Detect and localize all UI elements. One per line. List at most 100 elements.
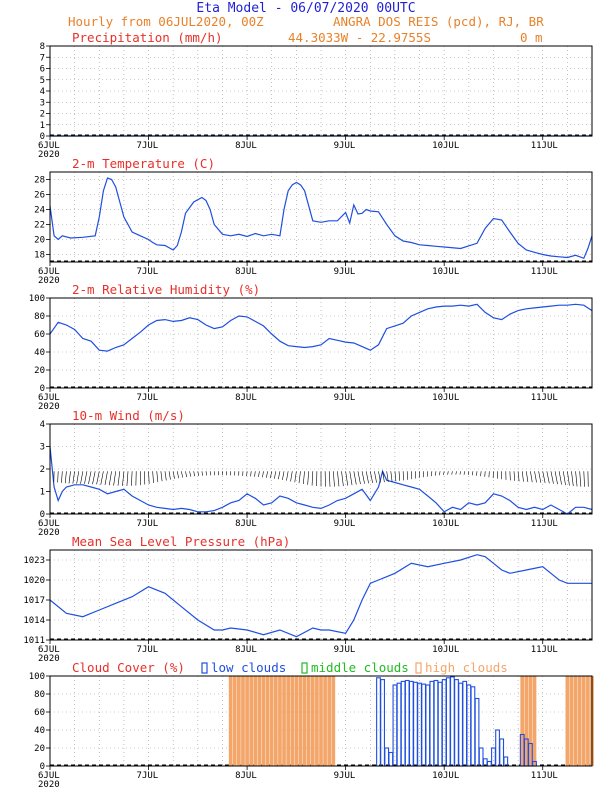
wind-arrow xyxy=(459,471,461,475)
panel-title: Precipitation (mm/h) xyxy=(72,30,223,45)
wind-arrow xyxy=(530,471,533,483)
y-tick-label: 4 xyxy=(40,87,45,97)
wind-arrow xyxy=(435,471,437,476)
wind-arrow xyxy=(290,471,293,482)
y-tick-label: 80 xyxy=(34,690,45,700)
wind-arrow xyxy=(378,471,381,483)
wind-arrow xyxy=(311,471,314,486)
y-tick-label: 24 xyxy=(34,206,45,216)
y-tick-label: 3 xyxy=(40,98,45,108)
high-cloud-bar xyxy=(241,676,245,766)
high-cloud-bar xyxy=(278,676,282,766)
x-year-label: 2020 xyxy=(38,276,60,286)
x-tick-label: 11JUL xyxy=(531,519,558,529)
low-cloud-bar xyxy=(413,681,418,767)
y-tick-label: 1023 xyxy=(23,556,45,566)
series-line xyxy=(49,177,593,260)
low-cloud-bar xyxy=(499,738,505,767)
x-tick-label: 6JUL xyxy=(38,141,60,151)
high-cloud-bar xyxy=(265,676,270,766)
wind-arrow xyxy=(328,471,331,487)
legend-label: middle clouds xyxy=(311,660,409,675)
x-tick-label: 7JUL xyxy=(137,645,159,655)
high-cloud-bar xyxy=(310,676,315,766)
y-tick-label: 0 xyxy=(40,384,45,394)
low-cloud-bar xyxy=(384,747,390,767)
wind-arrow xyxy=(274,471,277,479)
wind-arrow xyxy=(68,471,71,484)
wind-arrow xyxy=(307,471,309,485)
wind-arrow xyxy=(467,471,470,476)
high-cloud-bar xyxy=(261,676,266,766)
wind-arrow xyxy=(426,471,429,477)
wind-arrow xyxy=(64,471,67,484)
wind-arrow xyxy=(76,471,80,484)
low-cloud-bar xyxy=(433,679,439,767)
low-cloud-bar xyxy=(454,679,459,767)
high-cloud-bar xyxy=(290,676,295,766)
high-cloud-bar xyxy=(273,676,278,766)
high-cloud-bar xyxy=(581,676,586,766)
high-cloud-bar xyxy=(565,676,570,766)
wind-arrow xyxy=(480,471,482,477)
x-tick-label: 7JUL xyxy=(137,393,159,403)
wind-arrow xyxy=(345,471,349,486)
station-name: ANGRA DOS REIS (pcd), RJ, BR xyxy=(333,14,544,29)
wind-arrow xyxy=(201,471,203,476)
wind-arrow xyxy=(278,471,281,480)
high-cloud-bar xyxy=(331,676,336,766)
low-cloud-bar xyxy=(404,679,410,767)
wind-arrow xyxy=(382,471,385,483)
high-cloud-bar xyxy=(237,676,241,766)
wind-arrow xyxy=(160,471,163,482)
wind-arrow xyxy=(92,471,96,485)
high-cloud-bar xyxy=(315,676,319,766)
y-tick-label: 40 xyxy=(34,348,45,358)
x-tick-label: 8JUL xyxy=(235,771,257,781)
wind-arrow xyxy=(258,471,260,478)
wind-arrow xyxy=(430,471,433,477)
high-cloud-bar xyxy=(257,676,262,766)
wind-arrow xyxy=(84,471,88,484)
wind-arrow xyxy=(517,471,520,482)
low-cloud-bar xyxy=(474,697,480,767)
panel-title: Cloud Cover (%) xyxy=(72,660,185,675)
wind-arrow xyxy=(108,471,112,486)
y-tick-label: 1020 xyxy=(23,576,45,586)
wind-arrow xyxy=(96,471,100,485)
wind-arrow xyxy=(172,471,175,479)
x-tick-label: 11JUL xyxy=(531,771,558,781)
y-tick-label: 18 xyxy=(34,251,45,261)
legend: low clouds middle clouds high clouds xyxy=(201,660,508,675)
wind-arrow xyxy=(538,471,542,483)
low-cloud-bar xyxy=(388,751,394,767)
wind-arrow xyxy=(550,471,554,484)
panel-title: Mean Sea Level Pressure (hPa) xyxy=(72,534,290,549)
high-cloud-bar xyxy=(302,676,307,766)
x-tick-label: 11JUL xyxy=(531,141,558,151)
wind-arrow xyxy=(189,471,191,477)
x-tick-label: 8JUL xyxy=(235,519,257,529)
x-tick-label: 11JUL xyxy=(531,393,558,403)
x-tick-label: 7JUL xyxy=(137,267,159,277)
wind-arrow xyxy=(390,471,393,482)
high-cloud-bar xyxy=(306,676,311,766)
y-tick-label: 1011 xyxy=(23,636,45,646)
low-cloud-bar xyxy=(425,684,431,767)
station-coordinates: 44.3033W - 22.9755S xyxy=(288,30,431,45)
y-tick-label: 2 xyxy=(40,110,45,120)
wind-arrow xyxy=(148,471,150,484)
chart-title: Eta Model - 06/07/2020 00UTC xyxy=(196,1,415,16)
x-year-label: 2020 xyxy=(38,780,60,790)
panel-title: 10-m Wind (m/s) xyxy=(72,408,185,423)
wind-arrow xyxy=(571,471,574,487)
high-cloud-bar xyxy=(232,676,237,766)
wind-arrow xyxy=(554,471,558,485)
series-line xyxy=(49,303,593,352)
low-cloud-bar xyxy=(380,679,385,767)
wind-arrow xyxy=(353,471,357,485)
wind-arrow xyxy=(463,471,466,475)
x-tick-label: 9JUL xyxy=(334,519,356,529)
